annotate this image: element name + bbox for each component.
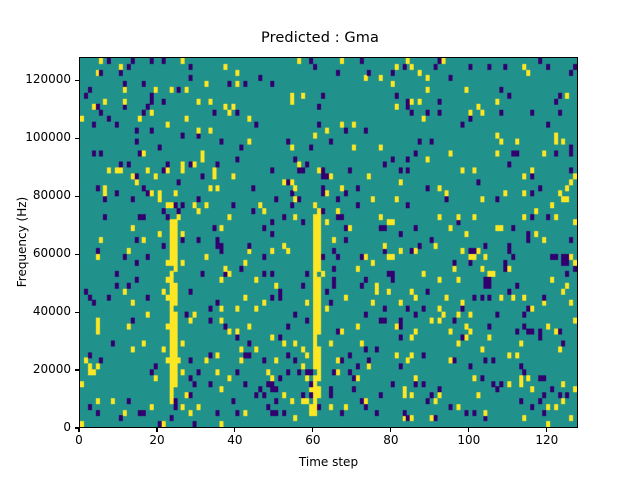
x-tick-mark xyxy=(312,428,314,432)
y-tick-mark xyxy=(75,79,79,81)
x-tick-mark xyxy=(78,428,80,432)
y-tick-mark xyxy=(75,369,79,371)
x-tick-label: 100 xyxy=(457,433,481,447)
y-tick-label: 100000 xyxy=(25,130,71,145)
x-tick-mark xyxy=(234,428,236,432)
y-tick-label: 60000 xyxy=(32,246,71,261)
x-tick-label: 80 xyxy=(383,433,399,447)
y-axis-label: Frequency (Hz) xyxy=(15,196,29,288)
x-axis-label: Time step xyxy=(298,455,359,469)
y-tick-mark xyxy=(75,253,79,255)
y-tick-mark xyxy=(75,137,79,139)
y-tick-mark xyxy=(75,195,79,197)
y-tick-label: 20000 xyxy=(32,362,71,377)
y-tick-label: 40000 xyxy=(32,304,71,319)
x-tick-mark xyxy=(390,428,392,432)
x-tick-label: 120 xyxy=(535,433,559,447)
x-tick-mark xyxy=(546,428,548,432)
heatmap-axes xyxy=(79,57,578,428)
x-tick-label: 20 xyxy=(149,433,165,447)
x-tick-mark xyxy=(468,428,470,432)
x-tick-label: 0 xyxy=(75,433,83,447)
x-tick-label: 40 xyxy=(227,433,243,447)
x-tick-mark xyxy=(156,428,158,432)
chart-title: Predicted : Gma xyxy=(261,30,379,46)
y-tick-label: 80000 xyxy=(32,188,71,203)
spectrogram-heatmap xyxy=(80,58,577,427)
y-tick-label: 0 xyxy=(63,420,71,434)
y-tick-mark xyxy=(75,427,79,429)
x-tick-label: 60 xyxy=(305,433,321,447)
y-tick-label: 120000 xyxy=(25,72,71,87)
y-tick-mark xyxy=(75,311,79,313)
